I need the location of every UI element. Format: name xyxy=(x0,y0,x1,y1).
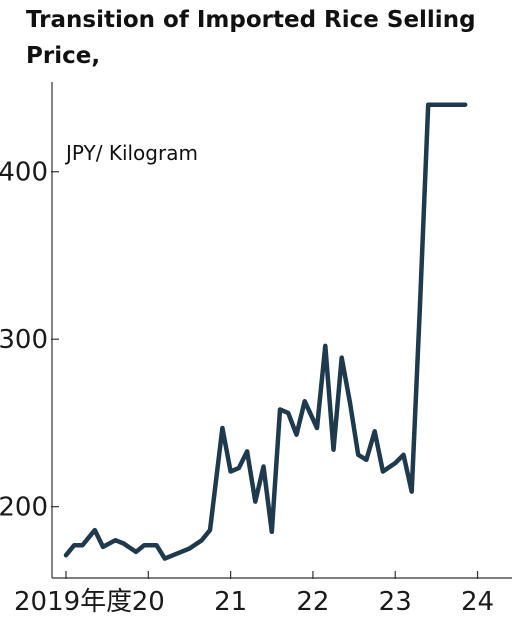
x-tick-label: 23 xyxy=(379,587,412,617)
series-line xyxy=(63,102,468,561)
chart-title: Transition of Imported Rice Selling Pric… xyxy=(26,2,531,74)
x-axis-ticks: 2019年度 20 21 22 23 24 xyxy=(14,571,494,617)
y-tick-label: 300 xyxy=(0,325,48,355)
x-tick-label: 20 xyxy=(132,587,165,617)
unit-label: JPY/ Kilogram xyxy=(64,141,198,165)
chart-title-line-1: Transition of Imported Rice Selling xyxy=(26,7,476,33)
chart-axes xyxy=(51,82,512,579)
y-tick-label: 200 xyxy=(0,493,48,523)
x-tick-label: 24 xyxy=(461,587,494,617)
x-tick-label: 22 xyxy=(296,587,329,617)
series-group xyxy=(63,102,468,561)
x-tick-label: 21 xyxy=(214,587,247,617)
y-axis-ticks: 200 300 400 xyxy=(0,158,59,523)
x-tick-label: 2019年度 xyxy=(14,587,132,617)
y-tick-label: 400 xyxy=(0,158,48,188)
chart-title-line-2: Price, xyxy=(26,43,101,69)
